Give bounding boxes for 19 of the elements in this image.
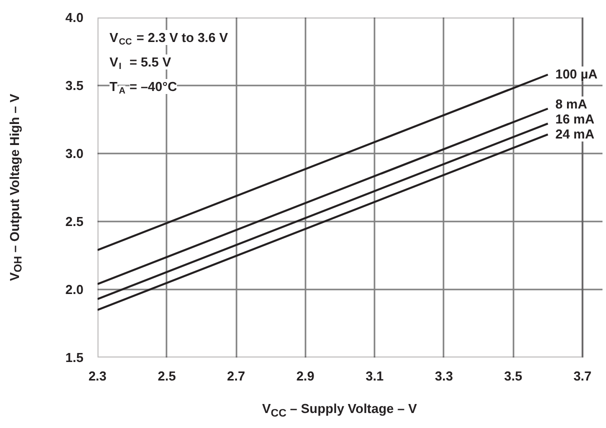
y-tick-label: 1.5: [65, 350, 84, 365]
x-tick-label: 3.3: [434, 368, 453, 384]
x-tick-label: 3.5: [504, 368, 522, 384]
y-tick-label: 4.0: [65, 10, 84, 25]
series-label: 24 mA: [555, 126, 594, 142]
x-axis-title: V$_{CC}$ – Supply Voltage – V: [262, 400, 417, 422]
x-tick-label: 2.5: [158, 368, 176, 384]
series-label: 8 mA: [555, 96, 588, 112]
y-tick-label: 3.5: [65, 78, 84, 93]
y-tick-label: 3.0: [65, 146, 84, 161]
series-label: 16 mA: [555, 111, 594, 126]
x-tick-label: 3.1: [366, 368, 384, 384]
y-tick-label: 2.5: [65, 214, 84, 229]
x-tick-label: 2.3: [88, 368, 107, 384]
x-tick-label: 3.7: [573, 368, 592, 384]
x-tick-label: 2.9: [296, 368, 314, 384]
y-tick-label: 2.0: [65, 282, 84, 297]
series-label: 100 µA: [555, 66, 598, 82]
x-tick-label: 2.7: [227, 368, 246, 384]
